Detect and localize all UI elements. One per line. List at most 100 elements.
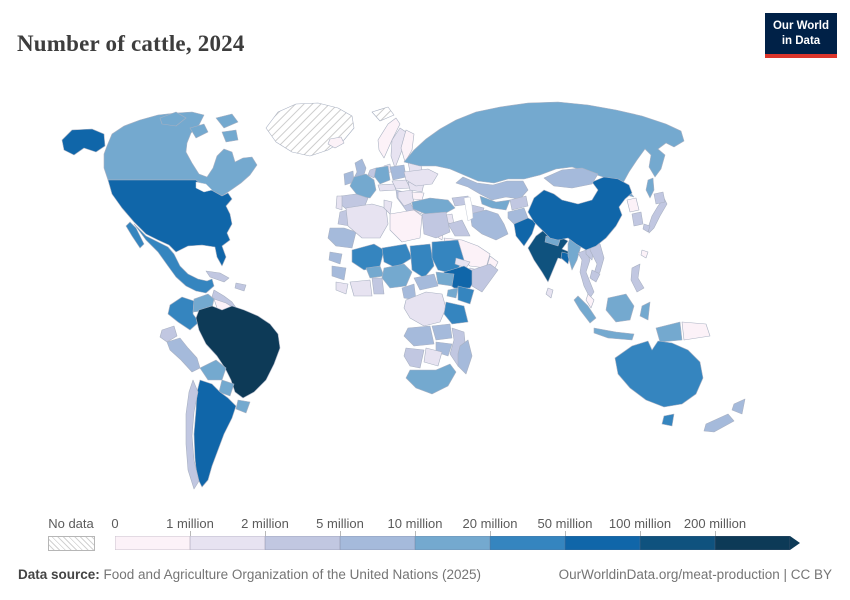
country-australia[interactable] bbox=[614, 340, 704, 427]
country-south-sudan[interactable] bbox=[435, 271, 455, 287]
country-chile[interactable] bbox=[185, 379, 200, 490]
legend-tick-label: 100 million bbox=[608, 516, 672, 531]
country-botswana[interactable] bbox=[423, 347, 443, 367]
country-mongolia[interactable] bbox=[543, 167, 599, 189]
country-south-korea[interactable] bbox=[631, 211, 644, 227]
country-brazil[interactable] bbox=[195, 305, 281, 399]
credit-link[interactable]: OurWorldinData.org/meat-production | CC … bbox=[558, 567, 832, 582]
country-togo-benin[interactable] bbox=[371, 277, 385, 295]
country-malaysia[interactable] bbox=[585, 293, 595, 309]
legend-segment[interactable] bbox=[565, 536, 640, 550]
country-bolivia[interactable] bbox=[199, 359, 227, 381]
country-greenland[interactable] bbox=[265, 102, 355, 157]
country-uruguay[interactable] bbox=[235, 399, 251, 414]
country-kenya[interactable] bbox=[457, 285, 475, 305]
country-kyrgyz-tajik[interactable] bbox=[509, 195, 529, 211]
legend-segment[interactable] bbox=[340, 536, 415, 550]
country-portugal[interactable] bbox=[335, 195, 343, 211]
country-madagascar[interactable] bbox=[457, 339, 473, 375]
country-nigeria[interactable] bbox=[381, 263, 413, 289]
country-finland[interactable] bbox=[400, 129, 415, 163]
country-egypt[interactable] bbox=[421, 211, 451, 239]
owid-logo[interactable]: Our World in Data bbox=[765, 13, 837, 58]
country-senegal[interactable] bbox=[328, 251, 343, 265]
legend-tick-label: 1 million bbox=[166, 516, 214, 531]
legend-tick-label: 0 bbox=[111, 516, 119, 531]
country-mauritania[interactable] bbox=[327, 227, 357, 249]
country-algeria[interactable] bbox=[345, 203, 389, 239]
country-hispaniola[interactable] bbox=[234, 282, 247, 292]
country-canada[interactable] bbox=[103, 111, 258, 197]
country-iraq[interactable] bbox=[447, 219, 471, 237]
legend-segment[interactable] bbox=[715, 536, 790, 550]
legend-segment[interactable] bbox=[115, 536, 190, 550]
data-source-note: Data source: Food and Agriculture Organi… bbox=[18, 567, 481, 582]
country-france[interactable] bbox=[349, 173, 377, 199]
legend-segment[interactable] bbox=[265, 536, 340, 550]
country-argentina[interactable] bbox=[193, 379, 237, 488]
country-cuba[interactable] bbox=[205, 270, 230, 283]
country-somalia[interactable] bbox=[471, 263, 499, 293]
country-norway[interactable] bbox=[377, 117, 401, 159]
country-car[interactable] bbox=[413, 273, 439, 291]
legend-segment[interactable] bbox=[640, 536, 715, 550]
legend-labels: 0 1 million 2 million 5 million 10 million 20… bbox=[111, 516, 800, 537]
country-niger[interactable] bbox=[381, 243, 413, 269]
country-iran[interactable] bbox=[469, 209, 509, 241]
legend-tick bbox=[190, 531, 191, 537]
country-paraguay[interactable] bbox=[218, 379, 235, 397]
country-cambodia[interactable] bbox=[589, 269, 601, 283]
legend-segment[interactable] bbox=[190, 536, 265, 550]
legend-tick bbox=[490, 531, 491, 537]
country-peru[interactable] bbox=[166, 337, 201, 373]
country-iceland[interactable] bbox=[327, 136, 345, 149]
country-sri-lanka[interactable] bbox=[545, 287, 554, 299]
legend-segment[interactable] bbox=[490, 536, 565, 550]
legend-segment[interactable] bbox=[415, 536, 490, 550]
legend-tick bbox=[640, 531, 641, 537]
country-papua-new-guinea[interactable] bbox=[681, 321, 711, 341]
country-philippines[interactable] bbox=[630, 263, 645, 293]
legend-no-data-swatch[interactable] bbox=[48, 536, 95, 551]
legend-tick-label: 20 million bbox=[462, 516, 518, 531]
country-germany[interactable] bbox=[373, 165, 391, 185]
country-svalbard[interactable] bbox=[371, 106, 395, 122]
country-libya[interactable] bbox=[389, 209, 423, 243]
legend-tick bbox=[565, 531, 566, 537]
legend-tick-label: 200 million bbox=[683, 516, 747, 531]
country-turkey[interactable] bbox=[411, 197, 456, 215]
country-drc[interactable] bbox=[403, 291, 447, 327]
country-taiwan[interactable] bbox=[640, 249, 649, 259]
country-angola[interactable] bbox=[403, 325, 435, 347]
country-balkans[interactable] bbox=[397, 189, 415, 207]
country-ivory-ghana[interactable] bbox=[349, 279, 373, 297]
country-new-zealand[interactable] bbox=[703, 398, 746, 433]
country-tanzania[interactable] bbox=[443, 301, 469, 325]
great-lakes bbox=[195, 181, 213, 193]
country-north-korea[interactable] bbox=[626, 197, 640, 213]
country-indonesia[interactable] bbox=[573, 293, 683, 343]
country-pakistan[interactable] bbox=[513, 217, 537, 247]
country-ukraine[interactable] bbox=[403, 168, 439, 187]
country-zambia[interactable] bbox=[431, 323, 453, 341]
country-alpine[interactable] bbox=[377, 183, 397, 192]
chart-footer: Data source: Food and Agriculture Organi… bbox=[18, 567, 832, 582]
country-china[interactable] bbox=[527, 176, 633, 251]
country-burkina-faso[interactable] bbox=[365, 265, 385, 279]
country-russia[interactable] bbox=[403, 101, 685, 199]
country-bulgaria[interactable] bbox=[411, 191, 425, 201]
country-sierra-liberia[interactable] bbox=[335, 281, 349, 295]
country-chad[interactable] bbox=[409, 243, 435, 279]
country-ecuador[interactable] bbox=[159, 325, 178, 343]
country-usa[interactable] bbox=[61, 128, 233, 267]
country-south-africa[interactable] bbox=[405, 363, 457, 395]
country-benelux[interactable] bbox=[367, 167, 377, 179]
country-namibia[interactable] bbox=[403, 347, 425, 369]
country-uganda[interactable] bbox=[446, 287, 459, 299]
country-poland[interactable] bbox=[389, 164, 407, 181]
legend-tick bbox=[265, 531, 266, 537]
country-japan[interactable] bbox=[642, 191, 668, 234]
country-mexico[interactable] bbox=[125, 221, 215, 294]
country-guinea[interactable] bbox=[331, 265, 347, 281]
country-uzbekistan[interactable] bbox=[479, 195, 511, 211]
